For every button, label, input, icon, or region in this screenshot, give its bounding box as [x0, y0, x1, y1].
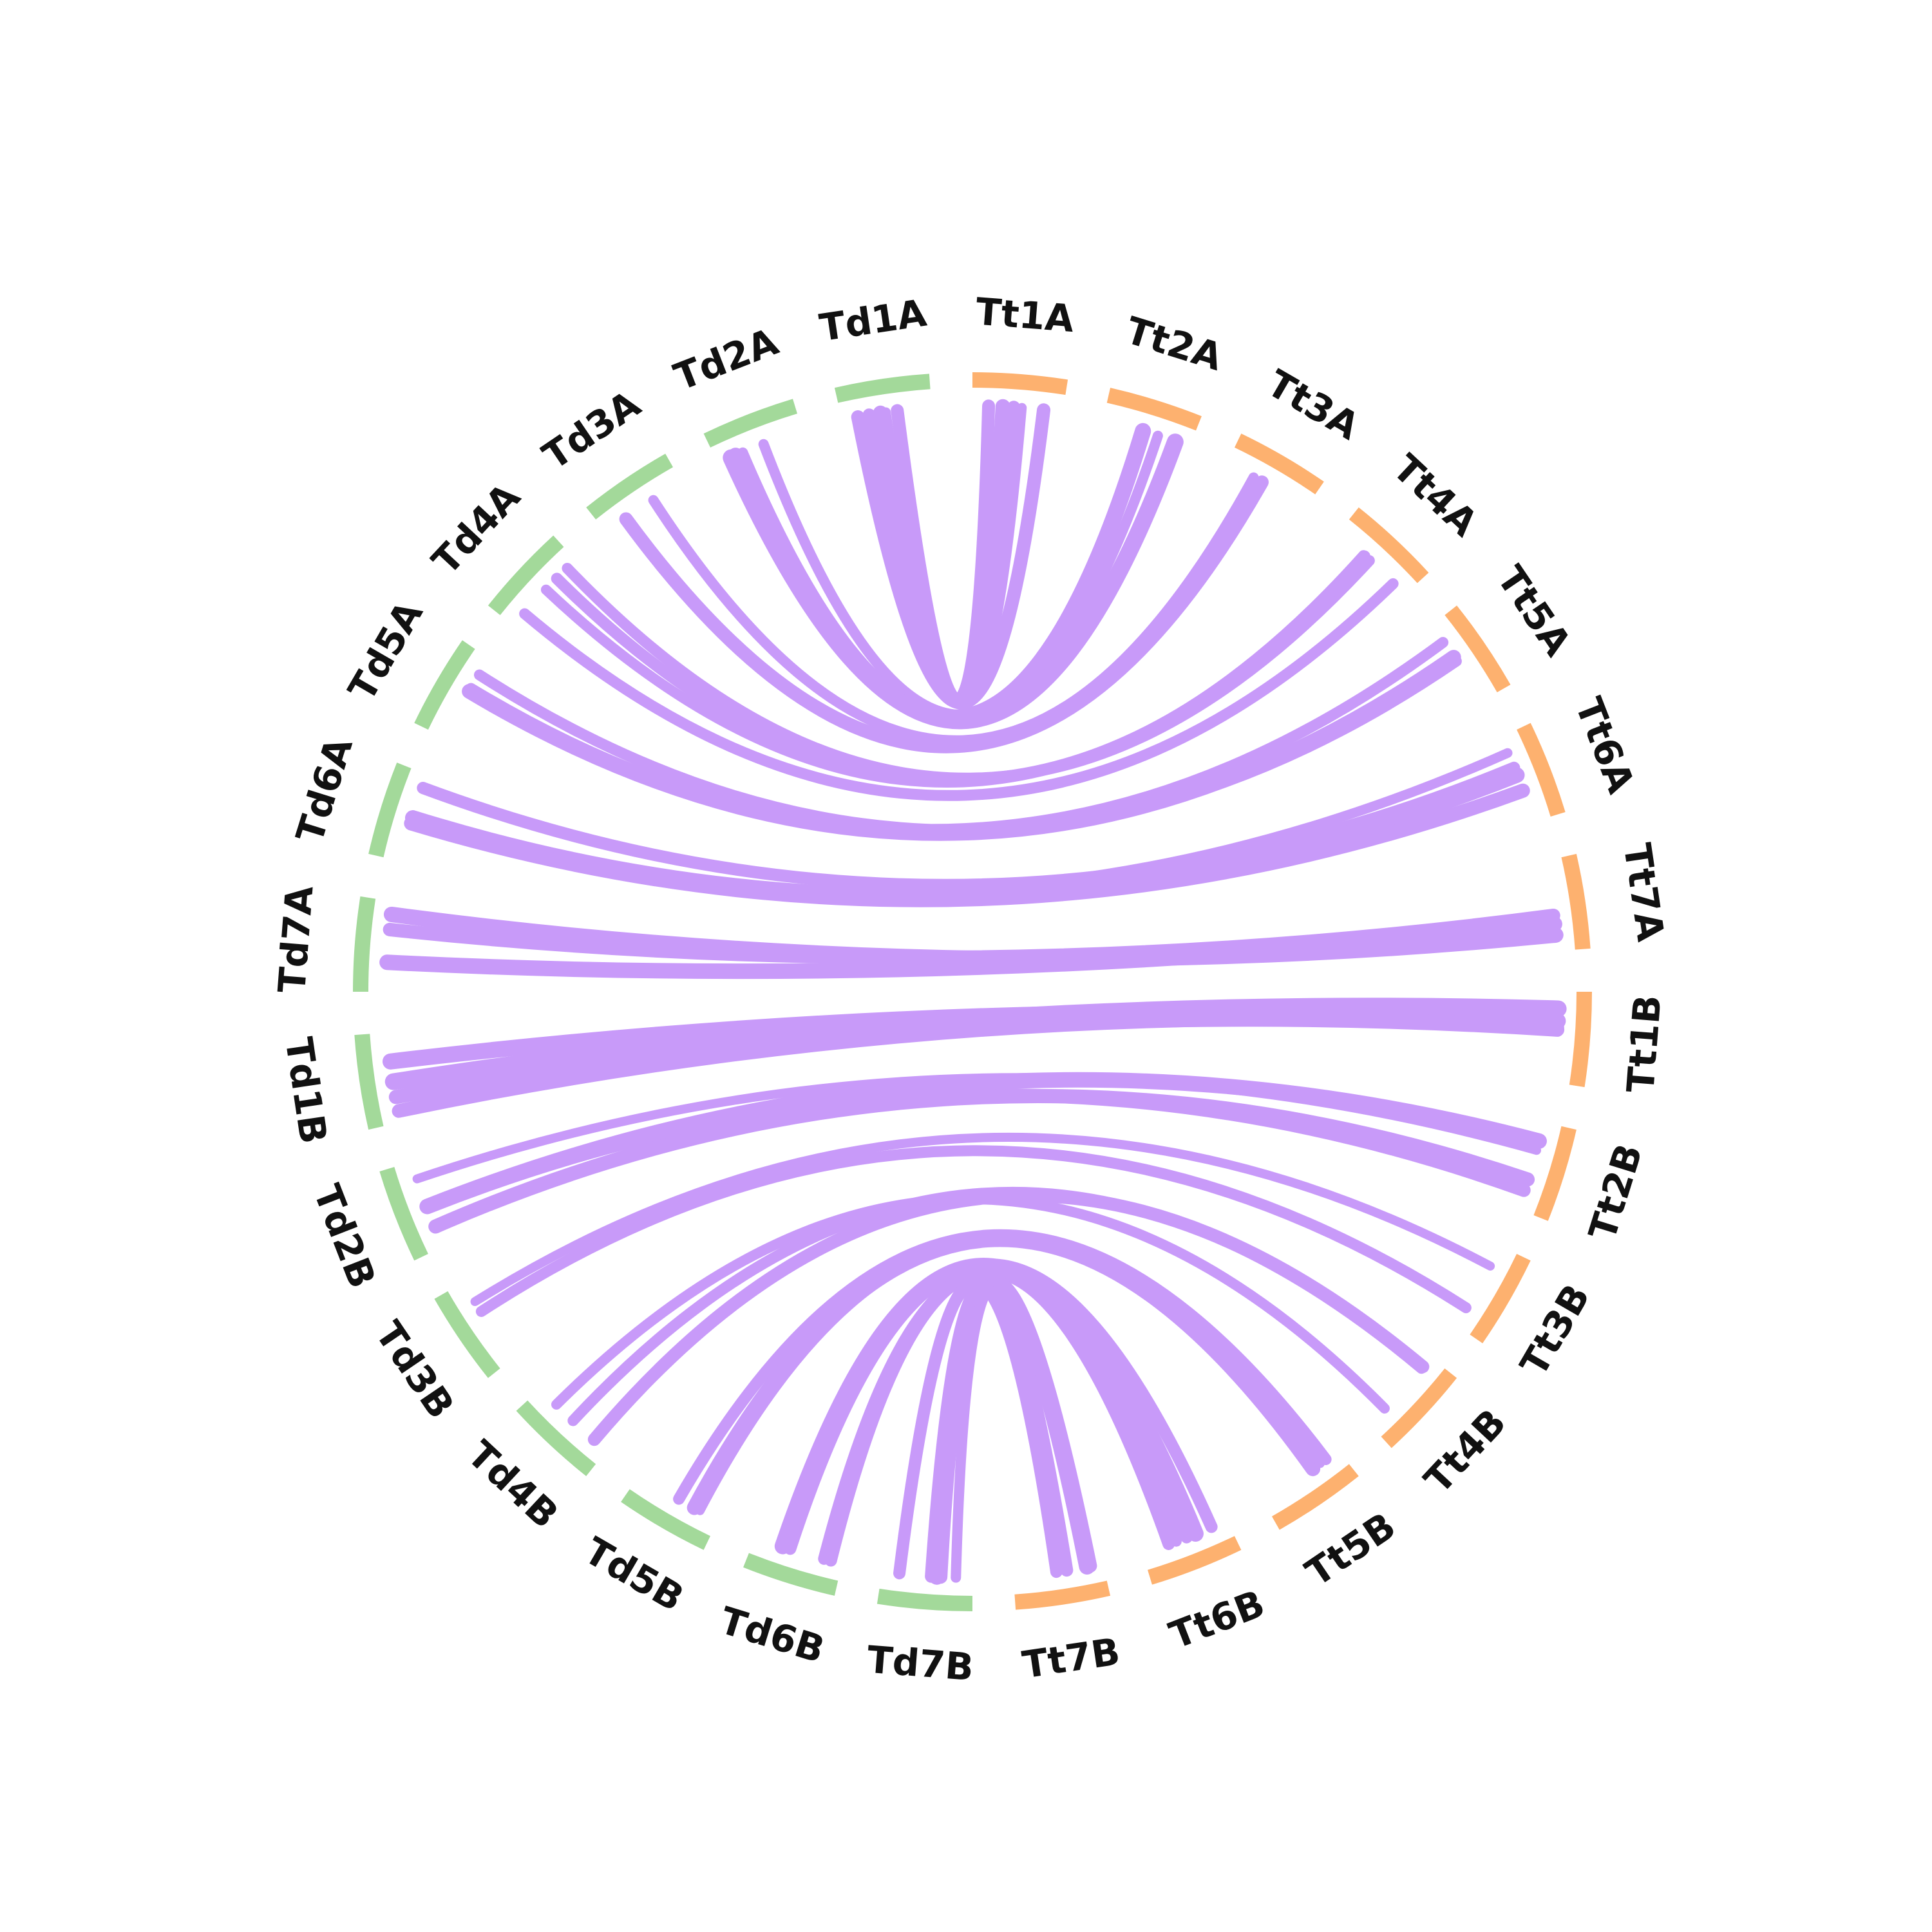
segment-td6b	[743, 1553, 838, 1596]
link-td4b-tt4b	[567, 1186, 1427, 1426]
label-td5b: Td5B	[577, 1529, 691, 1620]
segment-td6a	[368, 762, 412, 858]
link-td6b-tt6b	[779, 1262, 1182, 1553]
label-td4a: Td4A	[424, 475, 529, 583]
segment-td1b	[354, 1034, 384, 1130]
segment-tt3b	[1470, 1253, 1531, 1343]
label-td3a: Td3A	[535, 382, 649, 478]
label-td7b: Td7B	[866, 1638, 975, 1690]
label-tt6b: Tt6B	[1164, 1582, 1271, 1658]
label-td1a: Td1A	[817, 291, 929, 350]
label-tt6a: Tt6A	[1567, 692, 1643, 799]
label-td7a: Td7A	[270, 884, 322, 994]
link-td1a-tt1a	[891, 399, 996, 706]
label-tt2a: Tt2A	[1121, 308, 1227, 379]
link-td4a-tt4a	[519, 578, 1399, 801]
link-td2a-tt2a	[727, 422, 1151, 726]
segment-tt5b	[1271, 1464, 1359, 1530]
segment-td7b	[876, 1588, 973, 1611]
link-td3b-tt3b	[475, 1145, 1472, 1317]
segment-td5a	[414, 640, 475, 730]
link-td3b-tt3b	[470, 1132, 1495, 1307]
link-td5b-tt5b	[696, 1234, 1325, 1515]
segment-td2b	[379, 1167, 428, 1261]
segment-td4a	[488, 535, 564, 616]
segment-td3b	[434, 1291, 500, 1378]
label-tt7b: Tt7B	[1019, 1629, 1122, 1687]
label-tt5a: Tt5A	[1488, 558, 1580, 664]
segment-td3a	[586, 453, 674, 520]
segment-td1a	[834, 374, 931, 403]
segment-td5b	[621, 1489, 711, 1550]
label-tt3b: Tt3B	[1511, 1277, 1598, 1383]
segment-tt2b	[1533, 1126, 1577, 1221]
segments-layer	[353, 372, 1592, 1611]
segment-tt1b	[1569, 991, 1592, 1088]
label-td4b: Td4B	[459, 1432, 567, 1537]
segment-tt6a	[1517, 723, 1566, 817]
label-tt3a: Tt3A	[1260, 361, 1367, 448]
link-td3a-tt3a	[619, 475, 1269, 753]
segment-tt7b	[1014, 1580, 1111, 1610]
link-td1b-tt1b	[392, 1012, 1564, 1118]
label-tt7a: Tt7A	[1615, 840, 1673, 944]
segment-tt4b	[1381, 1368, 1457, 1448]
link-td2b-tt2b	[419, 1072, 1547, 1215]
label-td6b: Td6B	[715, 1598, 829, 1672]
label-td6a: Td6A	[288, 732, 361, 848]
label-td1b: Td1B	[276, 1034, 336, 1146]
label-tt2b: Tt2B	[1580, 1139, 1651, 1245]
segment-tt3a	[1234, 433, 1324, 495]
segment-tt2a	[1106, 388, 1202, 431]
link-td3a-tt3a	[648, 472, 1259, 746]
segment-td4b	[516, 1400, 596, 1477]
segment-tt5a	[1444, 605, 1511, 693]
link-td6a-tt6a	[406, 770, 1523, 902]
segment-tt6b	[1148, 1536, 1242, 1585]
link-td1b-tt1b	[384, 998, 1567, 1090]
label-td3b: Td3B	[367, 1314, 463, 1426]
link-td4a-tt4a	[551, 550, 1370, 786]
label-td5a: Td5A	[339, 594, 431, 708]
label-tt1b: Tt1B	[1618, 993, 1670, 1094]
segment-td7a	[353, 896, 376, 992]
link-td7b-tt7b	[893, 1276, 1063, 1580]
link-td7a-tt7a	[383, 908, 1560, 965]
link-td2b-tt2b	[412, 1073, 1542, 1184]
links-layer	[379, 399, 1567, 1585]
label-td2a: Td2A	[668, 319, 784, 399]
label-tt5b: Tt5B	[1298, 1504, 1403, 1595]
link-td5a-tt5a	[465, 637, 1449, 835]
label-tt4a: Tt4A	[1385, 446, 1486, 545]
label-tt1a: Tt1A	[974, 289, 1075, 341]
label-tt4b: Tt4B	[1416, 1401, 1514, 1502]
link-td2b-tt2b	[428, 1088, 1535, 1234]
segment-tt7a	[1561, 853, 1591, 950]
label-td2b: Td2B	[305, 1179, 384, 1294]
segment-td2a	[703, 399, 797, 448]
segment-tt1a	[972, 372, 1068, 395]
segment-tt4a	[1349, 507, 1429, 583]
